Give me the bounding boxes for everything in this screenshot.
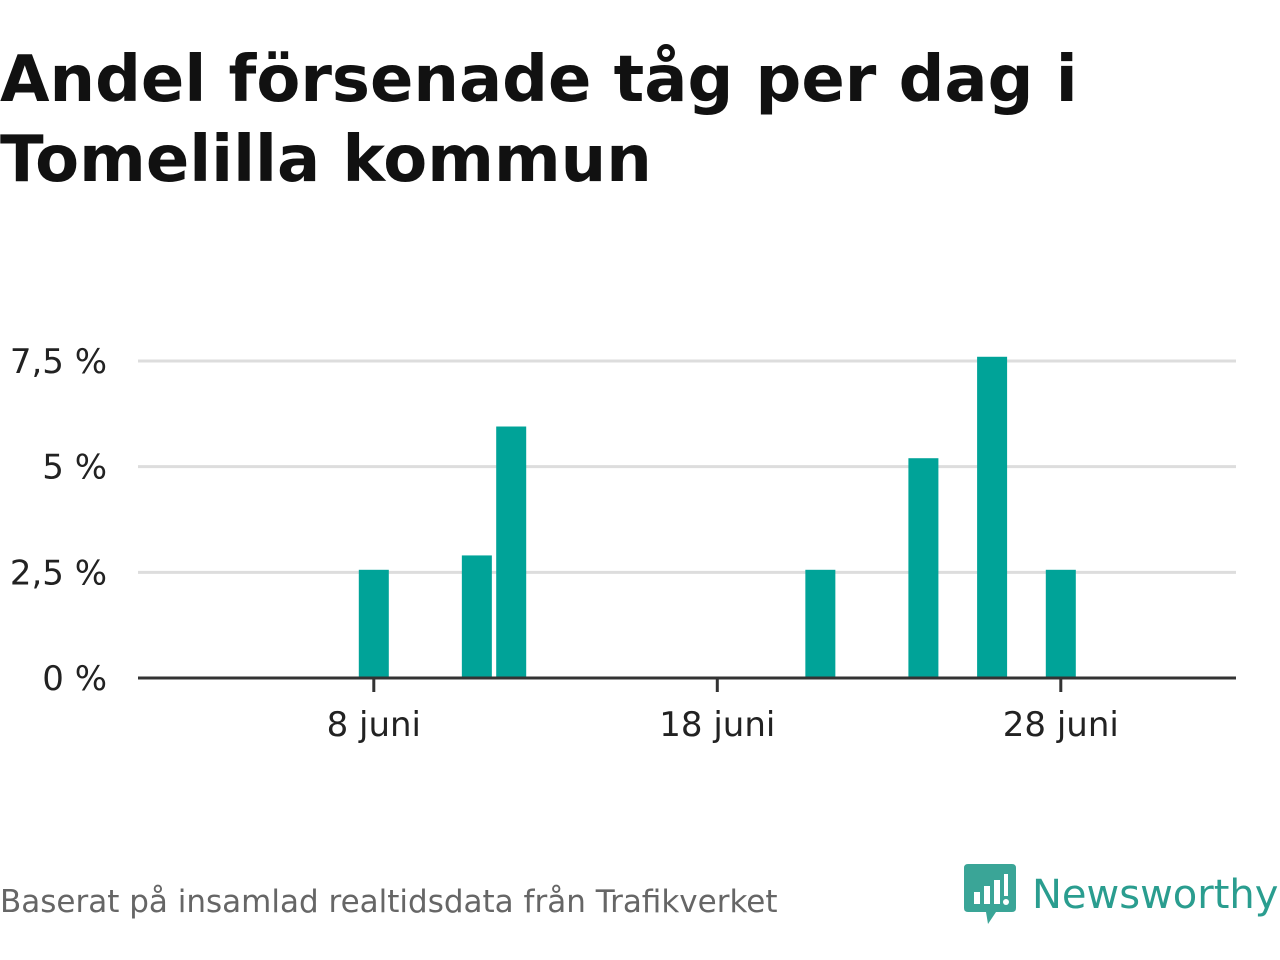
chart-title: Andel försenade tåg per dag i Tomelilla …: [0, 43, 1078, 197]
x-tick-label: 28 juni: [1003, 705, 1119, 745]
bar: [358, 569, 389, 678]
bars: [358, 356, 1076, 678]
bar-chart: 0 % 2,5 % 5 % 7,5 % 8 juni 18 juni 28 juni: [10, 342, 1236, 745]
y-tick-label: 7,5 %: [10, 342, 107, 382]
bar: [805, 569, 836, 678]
y-tick-label: 2,5 %: [10, 553, 107, 593]
bar-chart-speech-bubble-icon: [964, 864, 1016, 924]
brand-logo[interactable]: Newsworthy: [964, 864, 1278, 926]
bar: [1045, 569, 1076, 678]
brand-name: Newsworthy: [1032, 872, 1279, 918]
bar: [496, 426, 527, 678]
gridlines: [138, 359, 1236, 574]
x-tick-label: 18 juni: [659, 705, 775, 745]
y-tick-label: 0 %: [42, 659, 107, 699]
bar: [461, 555, 492, 678]
y-tick-label: 5 %: [42, 448, 107, 488]
bar: [908, 458, 939, 678]
source-note: Baserat på insamlad realtidsdata från Tr…: [0, 884, 778, 920]
y-axis-labels: 0 % 2,5 % 5 % 7,5 %: [10, 342, 107, 699]
x-axis-ticks: [372, 678, 1063, 692]
x-tick-label: 8 juni: [327, 705, 421, 745]
x-axis-labels: 8 juni 18 juni 28 juni: [327, 705, 1119, 745]
bar: [977, 356, 1008, 678]
